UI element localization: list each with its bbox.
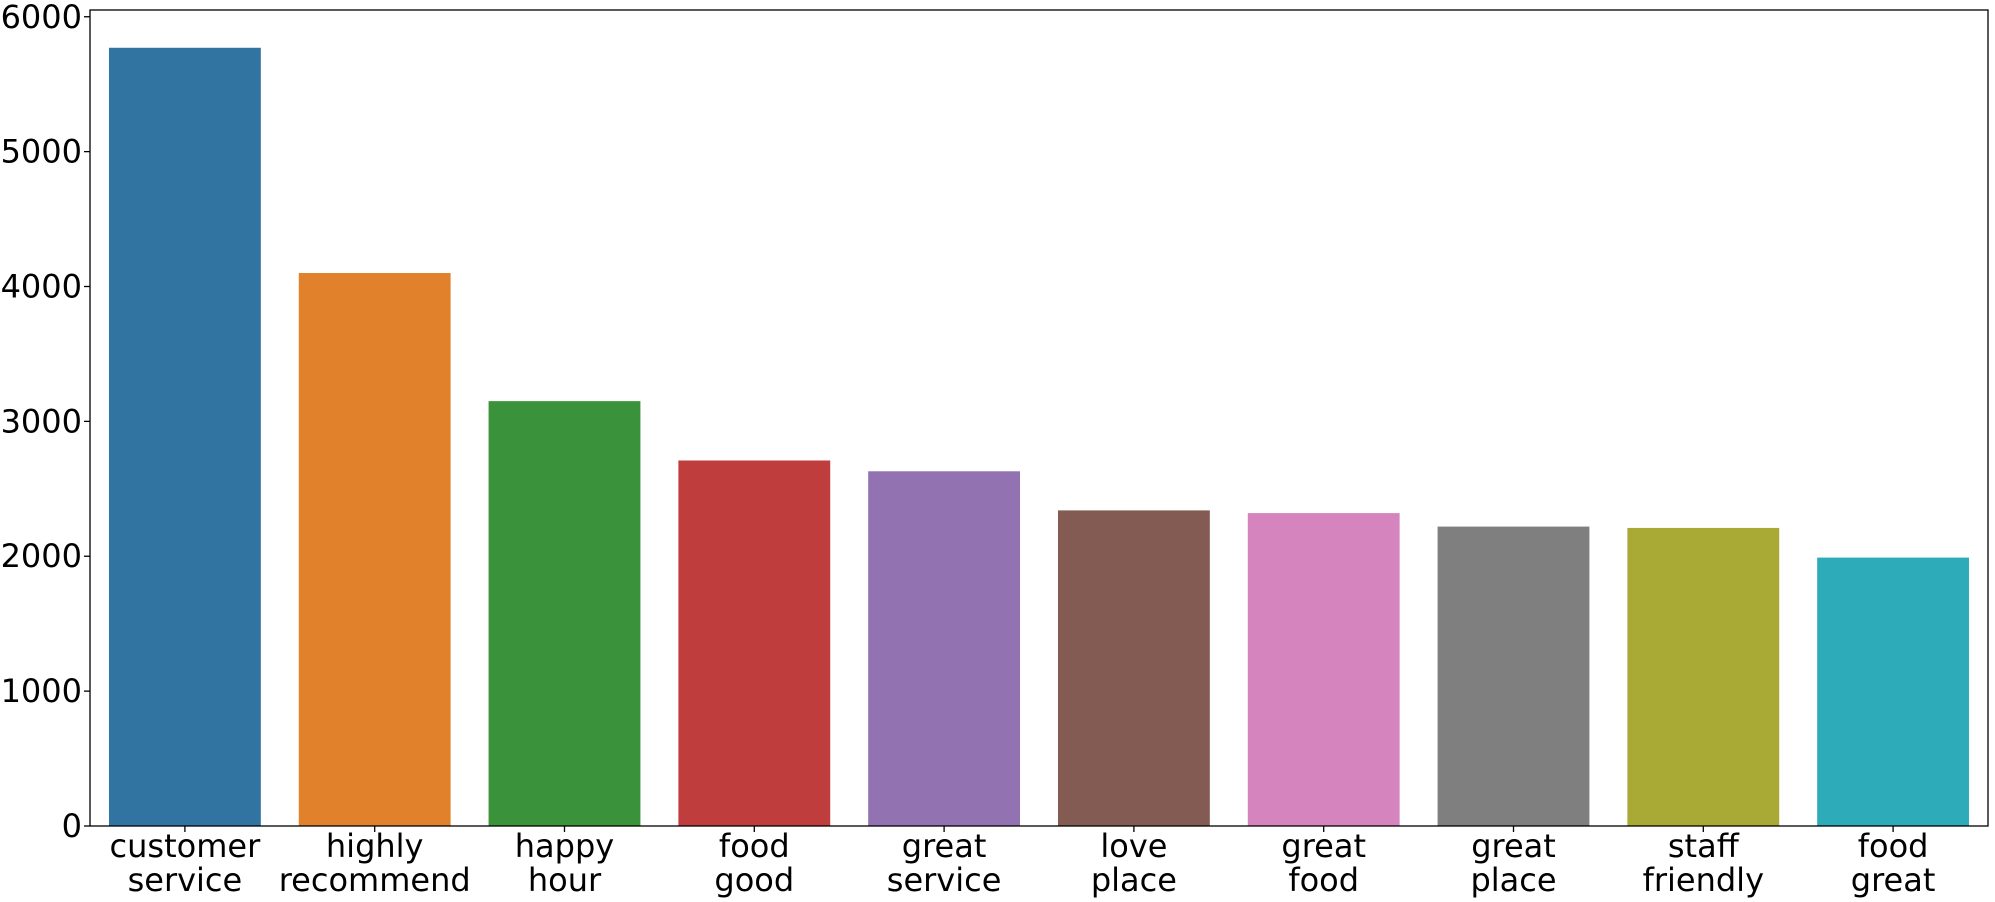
bar-love-place [1057,510,1210,826]
y-tick-label: 0 [62,807,82,845]
x-tick-label-line: service [128,861,243,899]
x-tick-label-line: place [1470,861,1556,899]
bar-customer-service [108,47,261,826]
x-tick-label-line: good [714,861,794,899]
x-tick-label: great food [1281,827,1366,899]
x-tick-label: highly recommend [279,827,471,899]
y-axis: 0 1000 2000 3000 4000 5000 6000 [1,0,90,845]
bar-great-place [1437,526,1590,826]
x-tick-label-line: great [1851,861,1936,899]
y-tick-label: 5000 [1,133,82,171]
y-tick-label: 6000 [1,0,82,36]
bar-food-good [678,460,831,826]
x-tick-label-line: customer [110,827,262,865]
x-tick-label: happy hour [515,827,614,899]
x-tick-label-line: happy [515,827,614,865]
x-tick-label-line: love [1100,827,1167,865]
x-tick-label: love place [1091,827,1177,899]
x-tick-label: great service [887,827,1002,899]
bar-highly-recommend [298,273,451,826]
x-tick-label-line: place [1091,861,1177,899]
y-tick-label: 2000 [1,537,82,575]
x-tick-label: staff friendly [1643,827,1764,899]
x-tick-label-line: friendly [1643,861,1764,899]
x-tick-label: food great [1851,827,1936,899]
x-tick-label: great place [1470,827,1556,899]
bar-happy-hour [488,401,641,826]
x-tick-label-line: great [1281,827,1366,865]
bars-layer [108,47,1970,826]
x-tick-label-line: hour [528,861,602,899]
y-tick-label: 3000 [1,402,82,440]
x-tick-label: customer service [110,827,262,899]
y-tick-label: 1000 [1,672,82,710]
x-tick-label-line: food [719,827,790,865]
x-tick-label-line: great [1471,827,1556,865]
x-tick-label-line: recommend [279,861,471,899]
x-tick-label-line: service [887,861,1002,899]
x-tick-label-line: food [1288,861,1359,899]
x-tick-label-line: food [1858,827,1929,865]
plot-frame [89,9,1989,827]
y-tick-label: 4000 [1,267,82,305]
bar-great-food [1247,513,1400,826]
bar-great-service [868,471,1021,826]
bar-food-great [1817,557,1970,826]
x-tick-label-line: staff [1668,827,1740,865]
bar-staff-friendly [1627,527,1780,826]
x-tick-label: food good [714,827,794,899]
x-tick-label-line: highly [326,827,424,865]
x-tick-label-line: great [902,827,987,865]
